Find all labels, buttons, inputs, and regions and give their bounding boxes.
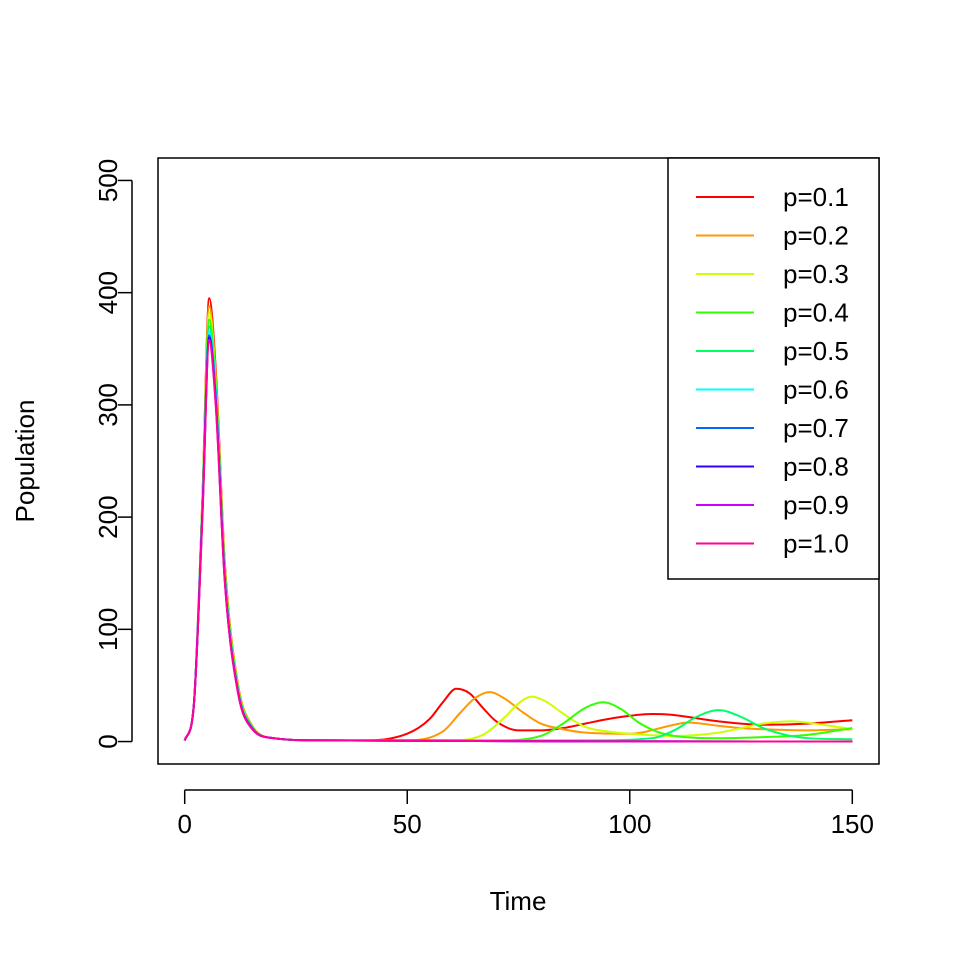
x-tick-label-0: 0 xyxy=(177,809,191,839)
legend: p=0.1 p=0.2 p=0.3 p=0.4 p=0.5 p=0.6 p=0.7 p=0.8… xyxy=(667,157,880,580)
y-tick-label-400: 400 xyxy=(93,271,123,314)
legend-label-4: p=0.4 xyxy=(783,298,849,328)
axes-group: 0 50 100 150 0 100 200 300 400 500 xyxy=(93,159,874,839)
legend-label-7: p=0.7 xyxy=(783,413,849,443)
x-tick-label-50: 50 xyxy=(393,809,422,839)
x-tick-label-100: 100 xyxy=(608,809,651,839)
legend-label-2: p=0.2 xyxy=(783,221,849,251)
series-line-3 xyxy=(183,311,853,742)
legend-box xyxy=(667,157,880,580)
y-axis-title: Population xyxy=(10,400,40,523)
legend-label-3: p=0.3 xyxy=(783,259,849,289)
y-tick-label-300: 300 xyxy=(93,383,123,426)
y-tick-label-100: 100 xyxy=(93,608,123,651)
legend-label-10: p=1.0 xyxy=(783,529,849,559)
legend-label-6: p=0.6 xyxy=(783,375,849,405)
series-line-10 xyxy=(183,341,853,743)
legend-label-1: p=0.1 xyxy=(783,182,849,212)
legend-label-5: p=0.5 xyxy=(783,336,849,366)
y-tick-label-200: 200 xyxy=(93,495,123,538)
x-axis-title: Time xyxy=(490,886,547,916)
x-tick-label-150: 150 xyxy=(831,809,874,839)
y-tick-label-500: 500 xyxy=(93,159,123,202)
legend-label-9: p=0.9 xyxy=(783,490,849,520)
legend-label-8: p=0.8 xyxy=(783,452,849,482)
series-group xyxy=(183,297,853,743)
y-tick-label-0: 0 xyxy=(93,734,123,748)
